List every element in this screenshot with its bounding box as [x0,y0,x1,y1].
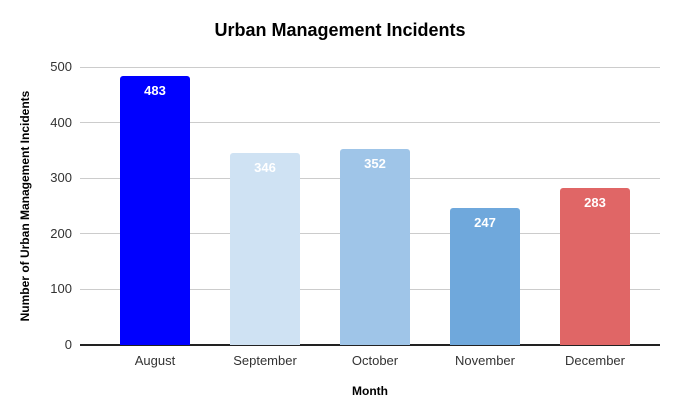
plot-area: 0 100 200 300 400 500 483 August 346 September 352… [50,60,660,368]
y-tick-label: 300 [50,170,72,186]
bar-september[interactable]: 346 [230,152,300,345]
x-tick-label-september: September [233,353,297,368]
y-tick-label: 200 [50,225,72,241]
bar-value-label: 483 [144,83,166,99]
x-tick-label-august: August [134,353,176,368]
x-tick-label-october: October [351,353,399,368]
gridline [80,66,660,68]
y-tick-label: 500 [50,59,72,74]
chart-title: Urban Management Incidents [214,20,466,40]
gridline [80,122,660,124]
bar-november[interactable]: 247 [450,207,520,345]
y-tick-label: 0 [64,337,72,352]
x-axis-line [80,344,660,346]
bar-value-label: 352 [364,156,386,172]
bar-value-label: 283 [584,194,606,210]
y-axis-title: Number of Urban Management Incidents [18,90,32,322]
bar-august[interactable]: 483 [120,76,190,345]
y-tick-label: 100 [50,281,72,297]
bar-value-label: 247 [474,214,496,230]
x-axis-title: Month [352,384,388,398]
x-tick-label-december: December [565,353,625,368]
y-tick-label: 400 [50,114,72,130]
bar-value-label: 346 [254,159,276,175]
bar-october[interactable]: 352 [340,149,410,345]
x-tick-label-november: November [455,353,515,368]
bar-december[interactable]: 283 [560,187,630,345]
